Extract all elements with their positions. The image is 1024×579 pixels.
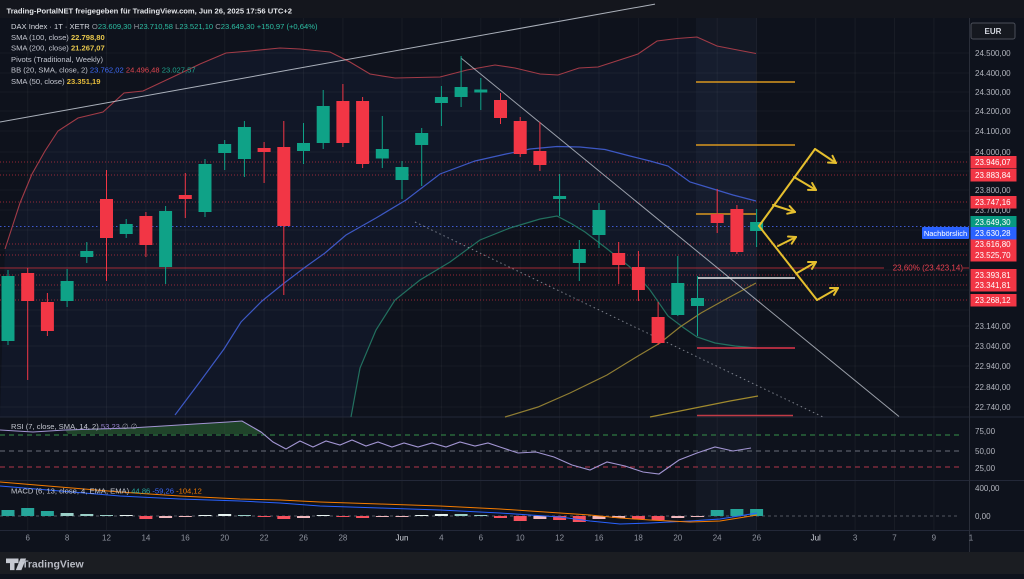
svg-text:25,00: 25,00 <box>975 464 996 473</box>
svg-text:24.100,00: 24.100,00 <box>975 127 1011 136</box>
svg-text:20: 20 <box>220 534 229 543</box>
svg-text:SMA (50, close) 23.351,19: SMA (50, close) 23.351,19 <box>11 77 101 86</box>
svg-text:23.341,81: 23.341,81 <box>975 281 1011 290</box>
svg-text:23.616,80: 23.616,80 <box>975 240 1011 249</box>
svg-text:TradingView: TradingView <box>22 559 84 571</box>
svg-text:23.525,70: 23.525,70 <box>975 251 1011 260</box>
svg-text:26: 26 <box>752 534 761 543</box>
svg-text:BB (20, SMA, close, 2) 23.762: BB (20, SMA, close, 2) 23.762,02 24.496,… <box>11 66 196 75</box>
svg-text:23.040,00: 23.040,00 <box>975 342 1011 351</box>
svg-text:DAX Index · 1T · XETR O23.609: DAX Index · 1T · XETR O23.609,30 H23.710… <box>11 22 318 31</box>
svg-text:3: 3 <box>853 534 858 543</box>
svg-text:7: 7 <box>892 534 897 543</box>
svg-text:24.000,00: 24.000,00 <box>975 148 1011 157</box>
svg-text:16: 16 <box>595 534 604 543</box>
svg-text:23,60% (23.423,14): 23,60% (23.423,14) <box>893 264 964 273</box>
svg-text:23.946,07: 23.946,07 <box>975 158 1011 167</box>
svg-text:0,00: 0,00 <box>975 512 991 521</box>
svg-text:Jul: Jul <box>811 534 821 543</box>
svg-text:24.300,00: 24.300,00 <box>975 88 1011 97</box>
svg-text:400,00: 400,00 <box>975 484 1000 493</box>
svg-text:16: 16 <box>181 534 190 543</box>
svg-text:4: 4 <box>439 534 444 543</box>
svg-text:1: 1 <box>969 534 974 543</box>
svg-text:23.883,84: 23.883,84 <box>975 171 1011 180</box>
svg-text:23.800,00: 23.800,00 <box>975 186 1011 195</box>
svg-text:24.400,00: 24.400,00 <box>975 69 1011 78</box>
svg-text:22.740,00: 22.740,00 <box>975 403 1011 412</box>
svg-text:23.140,00: 23.140,00 <box>975 322 1011 331</box>
svg-text:23.747,16: 23.747,16 <box>975 198 1011 207</box>
svg-text:26: 26 <box>299 534 308 543</box>
svg-text:Trading-PortalNET freigegeben: Trading-PortalNET freigegeben für Tradin… <box>7 7 292 16</box>
svg-text:6: 6 <box>25 534 30 543</box>
svg-text:23.393,81: 23.393,81 <box>975 271 1011 280</box>
svg-text:Pivots (Traditional, Weekly): Pivots (Traditional, Weekly) <box>11 55 103 64</box>
svg-text:23.630,28: 23.630,28 <box>975 229 1011 238</box>
svg-text:6: 6 <box>479 534 484 543</box>
svg-text:24.500,00: 24.500,00 <box>975 49 1011 58</box>
svg-text:Nachbörslich: Nachbörslich <box>924 229 967 238</box>
svg-text:20: 20 <box>673 534 682 543</box>
svg-text:14: 14 <box>141 534 150 543</box>
svg-text:9: 9 <box>932 534 937 543</box>
svg-text:22: 22 <box>260 534 269 543</box>
svg-text:22.840,00: 22.840,00 <box>975 383 1011 392</box>
svg-text:12: 12 <box>102 534 111 543</box>
svg-text:50,00: 50,00 <box>975 447 996 456</box>
svg-text:10: 10 <box>516 534 525 543</box>
svg-text:MACD (6, 13, close, 4, EMA, EM: MACD (6, 13, close, 4, EMA, EMA) 44,86 -… <box>11 487 202 496</box>
svg-text:RSI (7, close, SMA, 14, 2) 53: RSI (7, close, SMA, 14, 2) 53,23 ∅ ∅ <box>11 422 138 431</box>
svg-text:SMA (100, close) 22.798,80: SMA (100, close) 22.798,80 <box>11 33 105 42</box>
svg-text:8: 8 <box>65 534 70 543</box>
svg-text:SMA (200, close) 21.267,07: SMA (200, close) 21.267,07 <box>11 44 105 53</box>
svg-text:24: 24 <box>713 534 722 543</box>
svg-text:Jun: Jun <box>396 534 409 543</box>
svg-text:75,00: 75,00 <box>975 427 996 436</box>
svg-text:12: 12 <box>555 534 564 543</box>
svg-text:EUR: EUR <box>985 27 1002 36</box>
svg-text:23.268,12: 23.268,12 <box>975 296 1011 305</box>
svg-text:18: 18 <box>634 534 643 543</box>
svg-text:24.200,00: 24.200,00 <box>975 107 1011 116</box>
svg-text:28: 28 <box>338 534 347 543</box>
svg-text:22.940,00: 22.940,00 <box>975 362 1011 371</box>
svg-text:23.649,30: 23.649,30 <box>975 218 1011 227</box>
